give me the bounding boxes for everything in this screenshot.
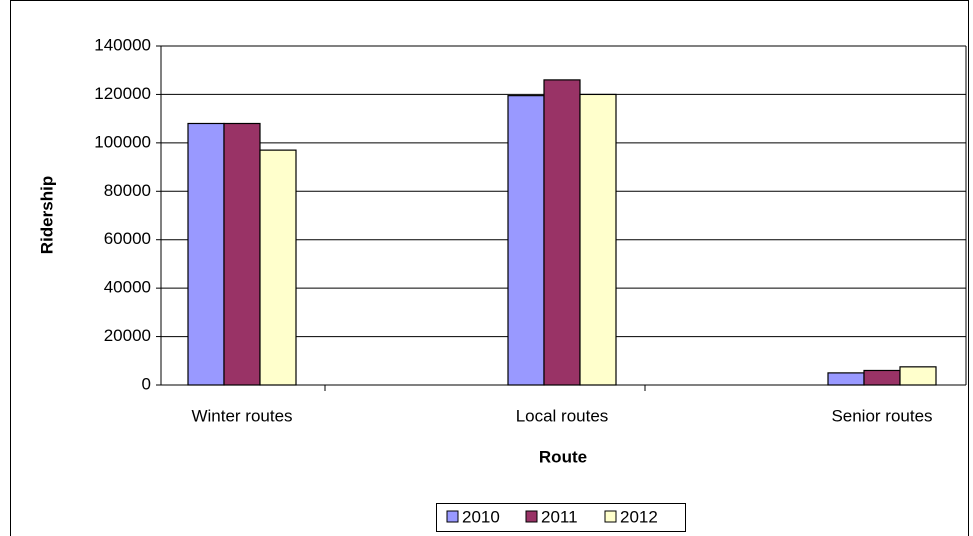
y-tick-label: 80000 xyxy=(104,181,151,200)
legend-swatch xyxy=(604,510,617,523)
bar xyxy=(827,372,865,386)
bar xyxy=(579,93,617,386)
bar xyxy=(899,366,937,386)
legend-label: 2012 xyxy=(620,507,658,526)
y-tick-label: 60000 xyxy=(104,229,151,248)
legend-label: 2010 xyxy=(462,507,500,526)
bar xyxy=(187,122,225,386)
legend-label: 2011 xyxy=(541,507,578,526)
legend-swatch xyxy=(525,510,538,523)
y-tick-label: 20000 xyxy=(104,326,151,345)
bar xyxy=(223,122,261,386)
bar xyxy=(863,369,901,386)
bar xyxy=(543,79,581,386)
y-tick-label: 140000 xyxy=(94,35,151,54)
y-tick-label: 120000 xyxy=(94,84,151,103)
y-tick-label: 0 xyxy=(142,374,151,393)
legend-box xyxy=(436,503,686,532)
y-axis-title: Ridership xyxy=(37,176,56,254)
x-axis-title: Route xyxy=(539,447,587,466)
bar xyxy=(507,95,545,386)
x-tick-label: Local routes xyxy=(516,406,609,425)
y-tick-label: 40000 xyxy=(104,278,151,297)
x-tick-label: Winter routes xyxy=(191,406,292,425)
y-tick-label: 100000 xyxy=(94,132,151,151)
bar xyxy=(259,149,297,386)
x-tick-label: Senior routes xyxy=(831,406,932,425)
legend-swatch xyxy=(446,510,459,523)
